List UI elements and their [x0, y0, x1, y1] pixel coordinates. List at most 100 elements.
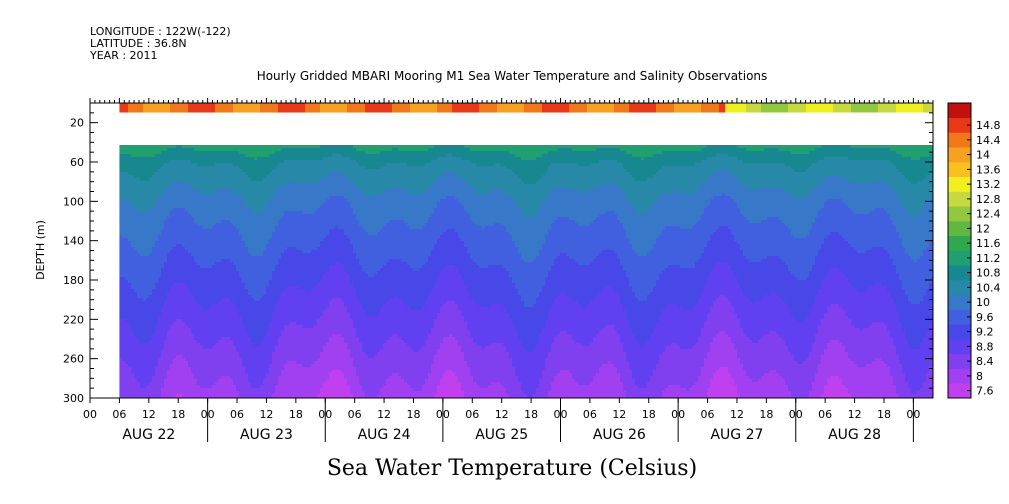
- heat-cell: [203, 217, 207, 221]
- heat-cell: [221, 343, 225, 347]
- heat-cell: [284, 247, 288, 251]
- heat-cell: [173, 217, 177, 221]
- heat-cell: [230, 223, 234, 227]
- heat-cell: [260, 379, 264, 383]
- heat-cell: [206, 328, 210, 332]
- heat-cell: [125, 151, 129, 155]
- heat-cell: [167, 370, 171, 374]
- heat-cell: [176, 181, 180, 185]
- heat-cell: [176, 235, 180, 239]
- heat-cell: [218, 316, 222, 320]
- heat-cell: [158, 376, 162, 380]
- heat-cell: [131, 106, 135, 110]
- heat-cell: [191, 262, 195, 266]
- heat-cell: [170, 379, 174, 383]
- heat-cell: [278, 373, 282, 377]
- heat-cell: [191, 217, 195, 221]
- heat-cell: [179, 268, 183, 272]
- heat-cell: [125, 199, 129, 203]
- heat-cell: [233, 319, 237, 323]
- heat-cell: [224, 337, 228, 341]
- heat-cell: [143, 226, 147, 230]
- heat-cell: [221, 229, 225, 233]
- heat-cell: [140, 334, 144, 338]
- heat-cell: [287, 148, 291, 152]
- heat-cell: [224, 361, 228, 365]
- heat-cell: [176, 154, 180, 158]
- heat-cell: [179, 283, 183, 287]
- heat-cell: [122, 316, 126, 320]
- heat-cell: [185, 370, 189, 374]
- heat-cell: [230, 184, 234, 188]
- heat-cell: [281, 244, 285, 248]
- heat-cell: [158, 163, 162, 167]
- heat-cell: [233, 331, 237, 335]
- heat-cell: [155, 238, 159, 242]
- heat-cell: [242, 304, 246, 308]
- heat-cell: [149, 199, 153, 203]
- heat-cell: [236, 208, 240, 212]
- heat-cell: [164, 196, 168, 200]
- heat-cell: [158, 190, 162, 194]
- heat-cell: [206, 241, 210, 245]
- heat-cell: [179, 232, 183, 236]
- heat-cell: [254, 202, 258, 206]
- heat-cell: [263, 238, 267, 242]
- heat-cell: [146, 226, 150, 230]
- heat-cell: [284, 220, 288, 224]
- heat-cell: [197, 151, 201, 155]
- heat-cell: [185, 379, 189, 383]
- heat-cell: [170, 103, 174, 107]
- heat-cell: [188, 325, 192, 329]
- heat-cell: [167, 322, 171, 326]
- heat-cell: [134, 151, 138, 155]
- heat-cell: [203, 262, 207, 266]
- heat-cell: [203, 325, 207, 329]
- heat-cell: [284, 208, 288, 212]
- heat-cell: [233, 157, 237, 161]
- heat-cell: [236, 382, 240, 386]
- heat-cell: [281, 358, 285, 362]
- heat-cell: [140, 358, 144, 362]
- heat-cell: [206, 355, 210, 359]
- heat-cell: [260, 109, 264, 113]
- heat-cell: [227, 388, 231, 392]
- heat-cell: [224, 235, 228, 239]
- heat-cell: [257, 328, 261, 332]
- heat-cell: [161, 157, 165, 161]
- heat-cell: [155, 334, 159, 338]
- heat-cell: [143, 247, 147, 251]
- heat-cell: [275, 250, 279, 254]
- heat-cell: [170, 256, 174, 260]
- heat-cell: [167, 214, 171, 218]
- heat-cell: [272, 391, 276, 395]
- heat-cell: [185, 103, 189, 107]
- heat-cell: [137, 328, 141, 332]
- heat-cell: [251, 217, 255, 221]
- heat-cell: [176, 337, 180, 341]
- heat-cell: [248, 253, 252, 257]
- heat-cell: [146, 367, 150, 371]
- heat-cell: [140, 364, 144, 368]
- heat-cell: [131, 259, 135, 263]
- heat-cell: [236, 271, 240, 275]
- heat-cell: [275, 349, 279, 353]
- heat-cell: [260, 259, 264, 263]
- heat-cell: [179, 352, 183, 356]
- heat-cell: [182, 367, 186, 371]
- heat-cell: [197, 370, 201, 374]
- heat-cell: [272, 187, 276, 191]
- heat-cell: [161, 253, 165, 257]
- heat-cell: [122, 385, 126, 389]
- heat-cell: [143, 214, 147, 218]
- heat-cell: [122, 229, 126, 233]
- heat-cell: [185, 337, 189, 341]
- heat-cell: [128, 235, 132, 239]
- heat-cell: [206, 229, 210, 233]
- heat-cell: [206, 145, 210, 149]
- heat-cell: [209, 103, 213, 107]
- heat-cell: [248, 358, 252, 362]
- heat-cell: [257, 208, 261, 212]
- heat-cell: [188, 145, 192, 149]
- heat-cell: [245, 304, 249, 308]
